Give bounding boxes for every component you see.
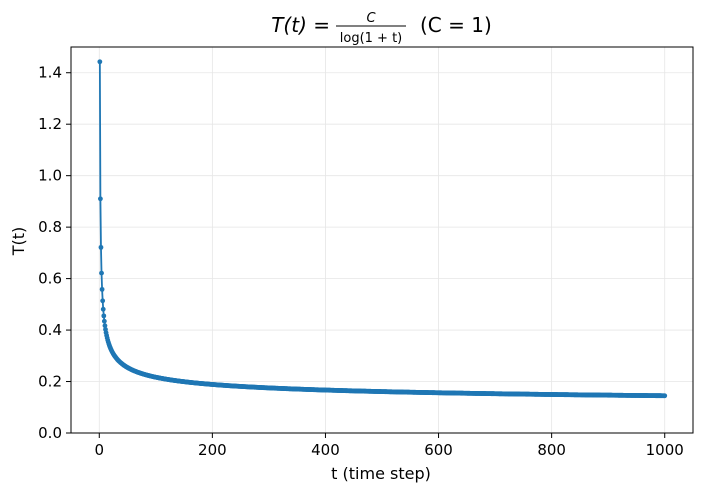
plot-frame [70,46,694,434]
x-tick-label: 800 [537,441,566,459]
y-axis-label: T(t) [9,227,28,257]
data-point [102,323,108,329]
y-tick-label: 0.4 [38,321,62,339]
y-tick-label: 0.8 [38,218,62,236]
data-point [99,286,105,292]
y-tick-label: 1.4 [38,64,62,82]
data-point [101,318,107,324]
title-suffix: (C = 1) [420,13,492,37]
data-point [101,313,107,319]
data-point [98,196,103,202]
data-point [99,270,104,276]
ticks: 0 200 400 600 800 1000 0.0 0.2 0.4 0.6 0.8 1.0 1.2 1.… [38,64,684,459]
x-tick-label: 400 [311,441,340,459]
data-point [662,393,668,399]
data-point [100,306,106,312]
x-tick-label: 0 [94,441,104,459]
title-lhs: T(t) = [271,13,330,37]
x-tick-label: 1000 [646,441,684,459]
y-tick-label: 0.0 [38,424,62,442]
data-point [98,244,104,250]
chart-title: T(t) = C log(1 + t) (C = 1) [271,11,492,46]
x-tick-label: 200 [198,441,227,459]
x-tick-label: 600 [424,441,453,459]
title-denominator: log(1 + t) [340,31,403,46]
series-layer [97,59,668,399]
series-line [98,61,665,397]
grid [71,47,693,434]
y-tick-label: 1.0 [38,167,62,185]
data-point [100,298,106,304]
title-numerator: C [366,11,376,26]
data-point [97,59,103,65]
x-axis-label: t (time step) [331,464,431,483]
y-tick-label: 0.6 [38,270,62,288]
y-tick-label: 1.2 [38,115,62,133]
y-tick-label: 0.2 [38,373,62,391]
